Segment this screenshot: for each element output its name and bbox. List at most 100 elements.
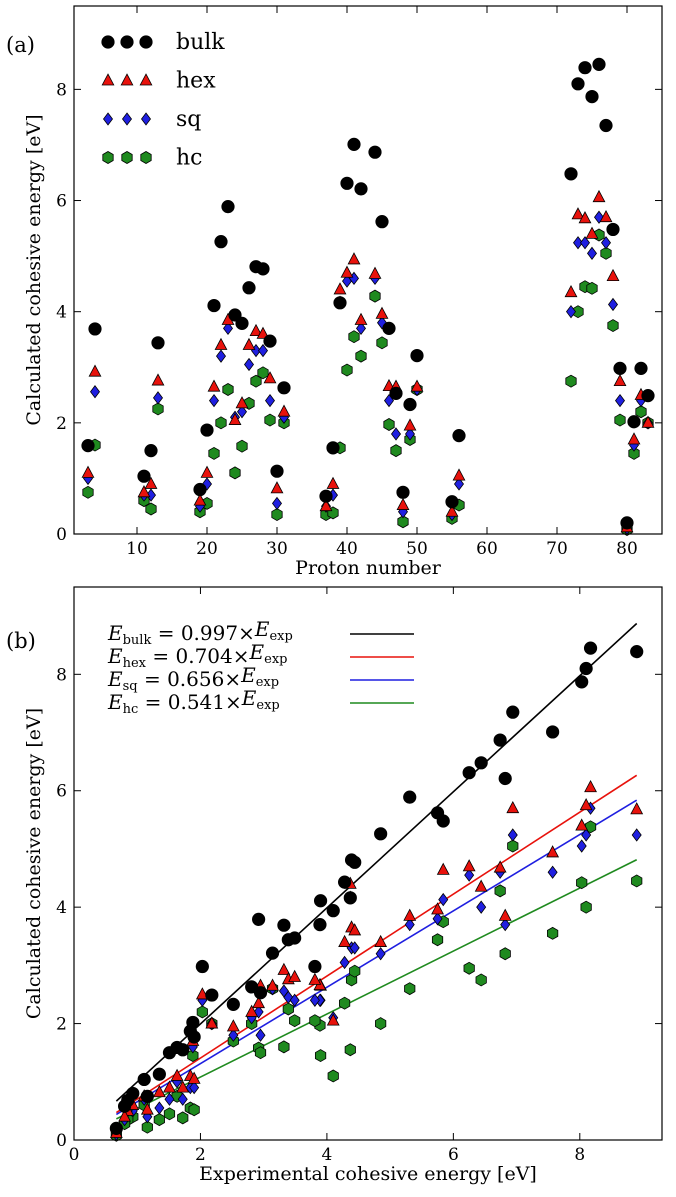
bulk-point [193,482,207,497]
sq-point [189,1080,200,1095]
sq-point [153,391,163,405]
hc-point [348,330,360,344]
hc-point [344,1043,356,1057]
hc-point [576,876,588,890]
bulk-point [88,322,102,336]
hex-point [207,379,221,392]
x-tick-label: 60 [476,539,498,559]
panel-b-ticks: 0 2 4 6 8 0 2 4 6 8 [56,587,662,1165]
bulk-point [368,145,382,159]
bulk-point [583,641,598,655]
hex-point [152,1085,166,1098]
hex-point [578,211,592,224]
hex-point [245,1004,259,1017]
sq-point [244,357,254,372]
sq-point [258,343,268,358]
y-tick-label: 8 [56,665,67,685]
hc-point [494,884,506,898]
hex-point [348,923,362,936]
y-tick-label: 0 [56,1131,67,1151]
hc-point [547,926,559,940]
hex-fit-legend-label: Ehex = 0.704×Eexp [107,640,287,671]
bulk-point [137,1072,151,1087]
bulk-point [205,988,219,1002]
hc-point [196,1005,208,1019]
bulk-point [343,891,357,905]
hex-point [445,504,459,517]
sq-point [432,912,443,926]
x-tick-label: 0 [69,1145,80,1165]
hc-point [463,961,475,975]
bulk-point [333,296,347,310]
panel-a-legend: bulk hex sq hc [101,30,225,171]
hex-legend-marker [139,73,153,86]
sq-point [587,246,597,260]
bulk-point [592,57,606,71]
x-tick-label: 80 [616,539,638,559]
sq-fit-line [115,799,638,1116]
bulk-point [606,222,620,237]
sq-legend-label: sq [176,107,201,132]
hc-legend-marker [102,151,114,164]
hex-point [137,485,151,498]
hex-point [585,226,599,239]
bulk-point [493,733,507,747]
hex-point [326,476,340,489]
hex-point [354,312,368,325]
bulk-point [137,469,151,483]
sq-point [438,892,449,907]
hc-point [507,839,519,853]
sq-point [265,393,275,408]
hc-point [376,336,388,350]
sq-fit-legend-label: Esq = 0.656×Eexp [107,663,279,694]
sq-point [573,236,583,250]
hex-point [163,1080,176,1093]
bulk-point [634,361,648,375]
sq-point [608,297,618,312]
hc-point [145,502,157,516]
hc-point [327,1069,339,1083]
hex-point [88,364,102,377]
hex-point [403,908,417,921]
sq-point [454,477,464,491]
hex-point [613,373,627,387]
hex-point [144,476,158,489]
hc-point [499,947,511,961]
sq-point [272,496,282,511]
bulk-point [117,1099,132,1113]
hex-point [140,1102,154,1115]
hc-point [282,1002,294,1016]
hex-point [436,862,450,875]
bulk-point [340,176,354,190]
bulk-legend-marker [139,35,153,49]
hc-point [339,996,351,1010]
hc-point [215,416,227,430]
bulk-legend-label: bulk [176,30,225,55]
hex-point [226,1019,240,1032]
bulk-point [162,1046,177,1060]
bulk-point [338,875,352,889]
bulk-point [452,429,466,443]
hex-legend-label: hex [176,69,216,94]
bulk-point [498,771,512,786]
bulk-point [579,661,593,676]
sq-point [339,955,350,970]
bulk-point [265,946,280,960]
x-tick-label: 4 [321,1145,332,1165]
bulk-point [410,348,424,363]
hc-point [635,405,647,419]
bulk-point [313,894,328,908]
hex-point [228,412,242,425]
hex-point [575,818,589,831]
hc-point [82,485,94,499]
hc-point [141,1120,153,1134]
sq-point [631,828,642,842]
bulk-point [578,61,592,75]
hc-point [309,1014,321,1028]
y-tick-label: 6 [56,782,67,802]
panel-a-ticks: 10 20 30 40 50 60 70 80 0 2 4 6 8 [56,6,662,559]
bulk-point [445,495,459,509]
y-tick-label: 8 [56,80,67,100]
sq-point [164,1092,175,1106]
bulk-point [627,415,641,429]
